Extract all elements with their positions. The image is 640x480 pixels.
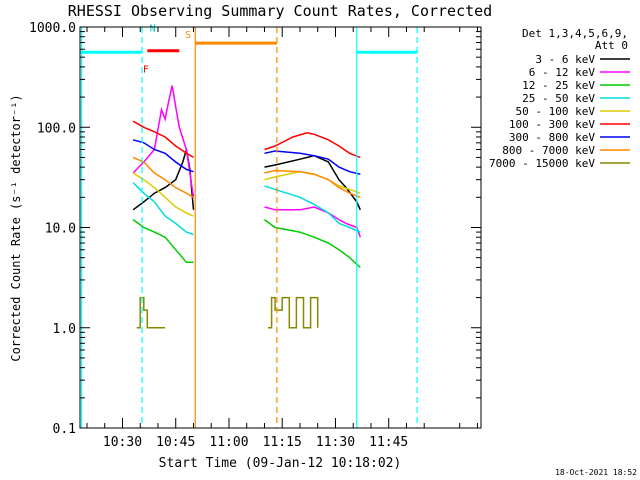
legend-label-25-50-kev: 25 - 50 keV <box>522 92 595 105</box>
series-100-300-kev-segment-1 <box>132 120 194 159</box>
axis-layer: 1000.0 100.0 10.0 1.0 0.1 10:30 10:45 11:00 11:1… <box>29 21 481 450</box>
series-7000-15000-kev-segment-2 <box>268 296 319 329</box>
y-tick-label: 100.0 <box>37 121 76 136</box>
legend-label-3-6-kev: 3 - 6 keV <box>535 53 595 66</box>
x-tick-label: 11:45 <box>369 435 408 450</box>
y-tick-label: 10.0 <box>45 222 76 237</box>
x-tick-label: 11:30 <box>316 435 355 450</box>
series-3-6-kev-segment-2 <box>264 154 361 211</box>
flag-label-n: N <box>150 24 156 35</box>
legend-label-300-800-kev: 300 - 800 keV <box>509 131 595 144</box>
flag-label-f: F <box>143 65 149 76</box>
footer-timestamp: 18-Oct-2021 18:52 <box>555 468 637 477</box>
y-tick-label: 0.1 <box>53 422 76 437</box>
x-tick-label: 11:15 <box>263 435 302 450</box>
series-6-12-kev-segment-2 <box>264 206 362 238</box>
legend-header-line: Att 0 <box>595 39 628 52</box>
series-6-12-kev-segment-1 <box>132 85 195 198</box>
chart-title: RHESSI Observing Summary Count Rates, Co… <box>68 2 492 20</box>
series-12-25-kev-segment-2 <box>264 218 361 268</box>
y-tick-label: 1000.0 <box>29 21 76 36</box>
series-300-800-kev-segment-1 <box>132 139 194 173</box>
series-800-7000-kev-segment-1 <box>132 156 194 198</box>
legend-label-100-300-kev: 100 - 300 keV <box>509 118 595 131</box>
series-7000-15000-kev-segment-1 <box>136 296 166 329</box>
series-25-50-kev-segment-1 <box>132 182 194 236</box>
legend-label-50-100-kev: 50 - 100 keV <box>516 105 596 118</box>
flag-label-s: S <box>185 30 191 41</box>
series-300-800-kev-segment-2 <box>264 150 361 175</box>
legend-label-12-25-kev: 12 - 25 keV <box>522 79 595 92</box>
legend-label-800-7000-kev: 800 - 7000 keV <box>502 144 595 157</box>
series-12-25-kev-segment-1 <box>132 218 194 264</box>
series-100-300-kev-segment-2 <box>264 132 361 159</box>
plot-frame <box>79 26 482 429</box>
legend-label-7000-15000-kev: 7000 - 15000 keV <box>489 157 595 170</box>
x-tick-label: 11:00 <box>209 435 248 450</box>
legend-header-line: Det 1,3,4,5,6,9, <box>522 27 628 40</box>
series-50-100-kev-segment-1 <box>132 172 194 217</box>
series-25-50-kev-segment-2 <box>264 185 361 233</box>
series-layer <box>132 85 362 329</box>
y-tick-label: 1.0 <box>53 322 76 337</box>
x-tick-label: 10:30 <box>103 435 142 450</box>
x-axis-label: Start Time (09-Jan-12 10:18:02) <box>159 456 402 471</box>
legend-label-6-12-kev: 6 - 12 keV <box>529 66 596 79</box>
y-axis-label: Corrected Count Rate (s⁻¹ detector⁻¹) <box>9 94 23 361</box>
flag-layer: F N S <box>80 24 418 428</box>
series-800-7000-kev-segment-2 <box>264 169 361 198</box>
x-tick-label: 10:45 <box>156 435 195 450</box>
